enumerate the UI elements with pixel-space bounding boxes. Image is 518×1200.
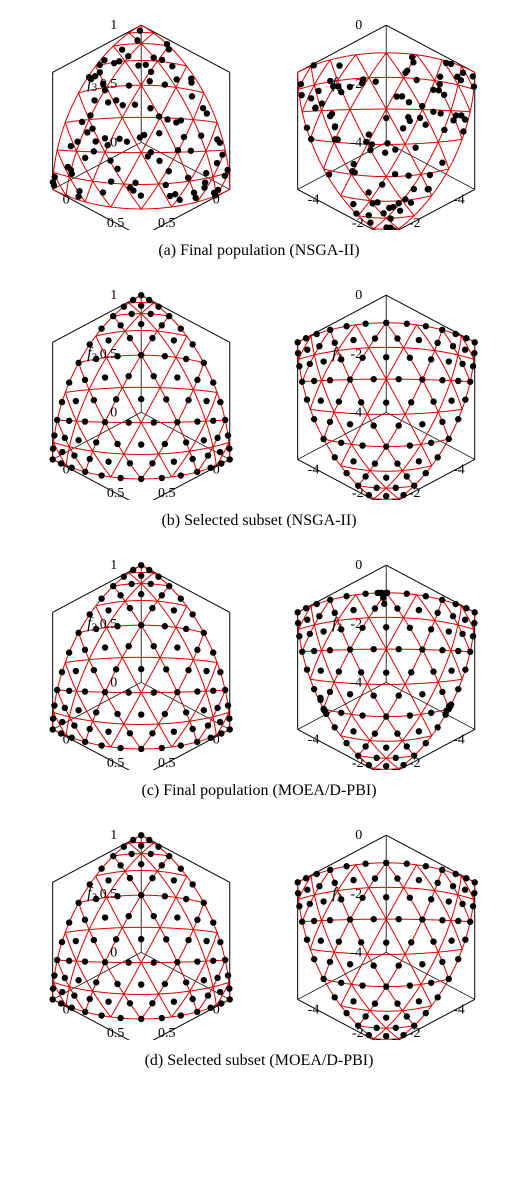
svg-text:f3: f3 <box>87 615 97 634</box>
svg-text:-4: -4 <box>351 405 363 420</box>
plot-3d: -4-20-4-20-4-20f1f2f3 <box>264 560 499 770</box>
svg-text:0.5: 0.5 <box>158 756 176 770</box>
svg-text:-2: -2 <box>351 347 363 362</box>
svg-text:f3: f3 <box>87 345 97 364</box>
caption-b: (b) Selected subset (NSGA-II) <box>10 512 508 530</box>
svg-text:f3: f3 <box>332 615 342 634</box>
svg-text:0.5: 0.5 <box>100 77 118 92</box>
svg-text:-4: -4 <box>351 675 363 690</box>
svg-text:0.5: 0.5 <box>107 216 125 230</box>
svg-text:-4: -4 <box>308 1002 320 1017</box>
svg-text:0: 0 <box>355 20 362 33</box>
panel-a: 00.5100.5100.51f1f2f3-4-20-4-20-4-20f1f2… <box>10 20 508 230</box>
svg-text:-2: -2 <box>409 216 421 230</box>
svg-text:f3: f3 <box>332 885 342 904</box>
svg-text:f3: f3 <box>87 885 97 904</box>
svg-text:f3: f3 <box>332 345 342 364</box>
svg-text:0: 0 <box>355 290 362 303</box>
svg-text:-2: -2 <box>409 486 421 500</box>
svg-text:0: 0 <box>213 732 220 747</box>
caption-d: (d) Selected subset (MOEA/D-PBI) <box>10 1052 508 1070</box>
plot-3d: 00.5100.5100.51f1f2f3 <box>19 20 254 230</box>
svg-text:0: 0 <box>110 135 117 150</box>
svg-text:-4: -4 <box>308 462 320 477</box>
panel-d: 00.5100.5100.51f1f2f3-4-20-4-20-4-20f1f2… <box>10 830 508 1040</box>
svg-text:0: 0 <box>110 945 117 960</box>
svg-text:f3: f3 <box>332 75 342 94</box>
svg-text:0: 0 <box>110 405 117 420</box>
svg-text:-2: -2 <box>352 1026 364 1040</box>
svg-text:0: 0 <box>63 732 70 747</box>
svg-text:-2: -2 <box>409 756 421 770</box>
svg-text:-4: -4 <box>308 732 320 747</box>
svg-text:0: 0 <box>63 192 70 207</box>
svg-text:-2: -2 <box>351 617 363 632</box>
svg-text:-4: -4 <box>453 1002 465 1017</box>
plot-3d: 00.5100.5100.51f1f2f3 <box>19 290 254 500</box>
svg-text:0.5: 0.5 <box>107 756 125 770</box>
svg-text:1: 1 <box>110 20 117 33</box>
svg-text:-2: -2 <box>351 887 363 902</box>
svg-text:-4: -4 <box>453 462 465 477</box>
figure-grid: 00.5100.5100.51f1f2f3-4-20-4-20-4-20f1f2… <box>10 20 508 1070</box>
plot-right: -4-20-4-20-4-20f1f2f3 <box>264 20 499 230</box>
svg-text:0.5: 0.5 <box>158 486 176 500</box>
caption-c: (c) Final population (MOEA/D-PBI) <box>10 782 508 800</box>
svg-text:0.5: 0.5 <box>100 887 118 902</box>
svg-text:1: 1 <box>110 560 117 573</box>
svg-text:0: 0 <box>110 675 117 690</box>
plot-right: -4-20-4-20-4-20f1f2f3 <box>264 830 499 1040</box>
plot-left: 00.5100.5100.51f1f2f3 <box>19 560 254 770</box>
plot-right: -4-20-4-20-4-20f1f2f3 <box>264 560 499 770</box>
svg-text:-2: -2 <box>352 756 364 770</box>
panel-b: 00.5100.5100.51f1f2f3-4-20-4-20-4-20f1f2… <box>10 290 508 500</box>
svg-text:0: 0 <box>63 462 70 477</box>
svg-text:-4: -4 <box>453 732 465 747</box>
panel-c: 00.5100.5100.51f1f2f3-4-20-4-20-4-20f1f2… <box>10 560 508 770</box>
svg-text:0: 0 <box>355 560 362 573</box>
plot-3d: -4-20-4-20-4-20f1f2f3 <box>264 830 499 1040</box>
svg-text:0: 0 <box>213 1002 220 1017</box>
svg-text:1: 1 <box>110 830 117 843</box>
svg-text:-2: -2 <box>352 486 364 500</box>
svg-text:0.5: 0.5 <box>100 347 118 362</box>
svg-text:0: 0 <box>213 192 220 207</box>
svg-text:0: 0 <box>355 830 362 843</box>
svg-text:-4: -4 <box>351 135 363 150</box>
svg-text:0.5: 0.5 <box>107 486 125 500</box>
plot-left: 00.5100.5100.51f1f2f3 <box>19 290 254 500</box>
svg-text:-4: -4 <box>351 945 363 960</box>
plot-3d: 00.5100.5100.51f1f2f3 <box>19 560 254 770</box>
svg-text:0: 0 <box>213 462 220 477</box>
plot-right: -4-20-4-20-4-20f1f2f3 <box>264 290 499 500</box>
svg-text:0.5: 0.5 <box>107 1026 125 1040</box>
svg-text:-2: -2 <box>409 1026 421 1040</box>
plot-3d: 00.5100.5100.51f1f2f3 <box>19 830 254 1040</box>
plot-left: 00.5100.5100.51f1f2f3 <box>19 20 254 230</box>
plot-3d: -4-20-4-20-4-20f1f2f3 <box>264 290 499 500</box>
svg-text:-4: -4 <box>308 192 320 207</box>
plot-3d: -4-20-4-20-4-20f1f2f3 <box>264 20 499 230</box>
svg-text:1: 1 <box>110 290 117 303</box>
svg-text:-2: -2 <box>351 77 363 92</box>
svg-text:0: 0 <box>63 1002 70 1017</box>
svg-text:-4: -4 <box>453 192 465 207</box>
svg-text:0.5: 0.5 <box>100 617 118 632</box>
svg-text:0.5: 0.5 <box>158 216 176 230</box>
caption-a: (a) Final population (NSGA-II) <box>10 242 508 260</box>
svg-text:0.5: 0.5 <box>158 1026 176 1040</box>
svg-text:-2: -2 <box>352 216 364 230</box>
plot-left: 00.5100.5100.51f1f2f3 <box>19 830 254 1040</box>
